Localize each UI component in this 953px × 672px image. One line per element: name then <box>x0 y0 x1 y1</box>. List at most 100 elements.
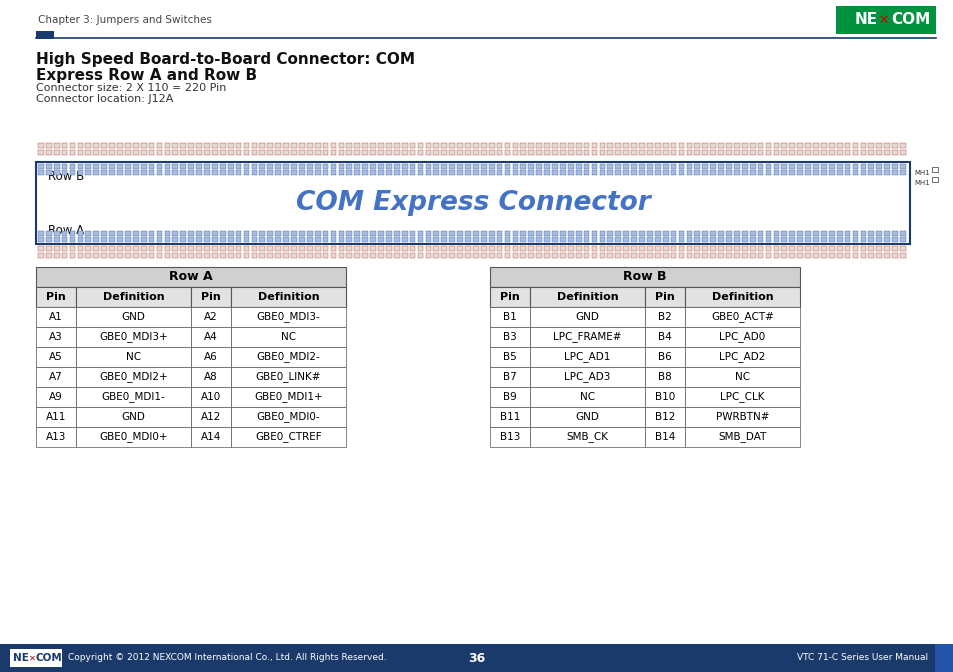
Bar <box>298 143 304 148</box>
Bar <box>235 253 241 258</box>
Bar <box>646 246 652 251</box>
Bar <box>559 253 565 258</box>
Bar <box>701 143 707 148</box>
Bar <box>117 150 123 155</box>
Bar <box>788 170 794 175</box>
Bar <box>36 327 76 347</box>
Text: Express Row A and Row B: Express Row A and Row B <box>36 68 257 83</box>
Bar <box>552 237 558 242</box>
Bar <box>615 150 620 155</box>
Bar <box>196 150 202 155</box>
Bar <box>322 237 328 242</box>
Bar <box>843 237 849 242</box>
Bar <box>583 150 589 155</box>
Bar <box>836 164 841 169</box>
Bar <box>812 253 818 258</box>
Bar <box>76 407 191 427</box>
Bar <box>259 170 265 175</box>
Bar <box>441 143 447 148</box>
Bar <box>788 237 794 242</box>
Bar <box>267 237 273 242</box>
Bar <box>70 237 75 242</box>
Bar <box>204 150 210 155</box>
Bar <box>76 367 191 387</box>
Bar <box>725 164 731 169</box>
Bar <box>781 143 786 148</box>
Bar <box>243 150 249 155</box>
Bar <box>275 246 281 251</box>
Bar <box>394 170 399 175</box>
Bar <box>235 246 241 251</box>
Bar <box>149 253 154 258</box>
Bar <box>125 246 131 251</box>
Bar <box>101 237 107 242</box>
Bar <box>441 231 447 236</box>
Bar <box>53 246 59 251</box>
Bar <box>725 170 731 175</box>
Bar <box>781 237 786 242</box>
Bar <box>456 164 462 169</box>
Bar <box>314 246 320 251</box>
Bar <box>757 246 762 251</box>
Bar <box>252 253 257 258</box>
Bar <box>520 143 526 148</box>
Bar <box>710 237 715 242</box>
Bar <box>883 170 889 175</box>
Bar <box>338 237 344 242</box>
Bar <box>465 150 470 155</box>
Bar <box>644 287 684 307</box>
Bar <box>567 231 573 236</box>
Bar <box>346 246 352 251</box>
Bar <box>220 170 225 175</box>
Bar <box>212 237 217 242</box>
Bar <box>77 231 83 236</box>
Bar <box>828 150 834 155</box>
Bar <box>401 253 407 258</box>
Bar <box>409 246 415 251</box>
Bar <box>331 164 336 169</box>
Bar <box>109 231 114 236</box>
Bar <box>828 231 834 236</box>
Bar <box>191 287 231 307</box>
Text: COM: COM <box>36 653 63 663</box>
Bar <box>117 170 123 175</box>
Bar <box>788 253 794 258</box>
Bar <box>852 246 858 251</box>
Bar <box>449 246 455 251</box>
Bar <box>275 231 281 236</box>
Bar <box>686 246 692 251</box>
Text: LPC_CLK: LPC_CLK <box>720 392 764 403</box>
Bar <box>821 170 826 175</box>
Bar <box>852 170 858 175</box>
Bar <box>543 150 549 155</box>
Bar <box>639 164 644 169</box>
Bar <box>480 246 486 251</box>
Bar <box>644 347 684 367</box>
Bar <box>860 231 865 236</box>
Bar <box>480 170 486 175</box>
Bar <box>362 231 368 236</box>
Bar <box>36 162 909 244</box>
Bar <box>449 164 455 169</box>
Bar <box>191 307 231 327</box>
Bar <box>718 246 723 251</box>
Bar <box>725 253 731 258</box>
Bar <box>497 150 502 155</box>
Bar <box>867 150 873 155</box>
Text: Row B: Row B <box>48 170 84 183</box>
Bar <box>654 237 659 242</box>
Bar <box>164 231 170 236</box>
Bar <box>852 237 858 242</box>
Bar <box>132 164 138 169</box>
Bar <box>228 170 233 175</box>
Bar <box>860 170 865 175</box>
Bar <box>354 231 359 236</box>
Bar <box>552 150 558 155</box>
Bar <box>765 170 771 175</box>
Bar <box>267 231 273 236</box>
Bar <box>259 143 265 148</box>
Bar <box>62 170 68 175</box>
Bar <box>86 231 91 236</box>
Bar <box>417 231 423 236</box>
Text: NC: NC <box>126 352 141 362</box>
